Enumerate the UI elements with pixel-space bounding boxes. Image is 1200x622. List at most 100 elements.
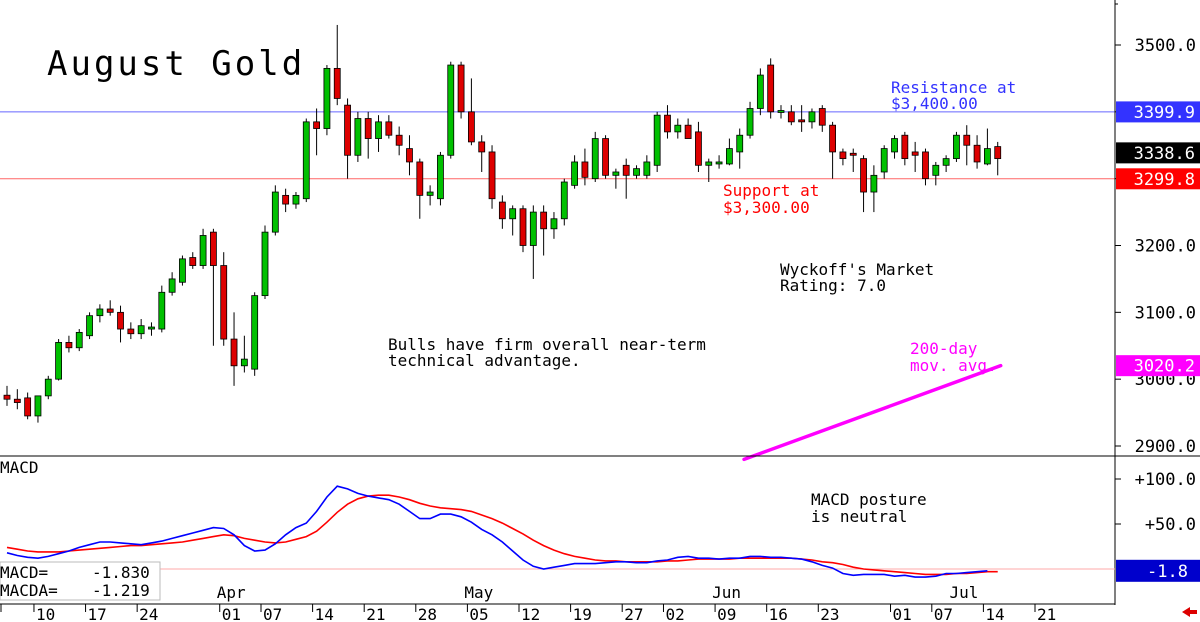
candle bbox=[189, 252, 197, 269]
candle-body bbox=[581, 161, 589, 178]
candle-body bbox=[942, 158, 950, 166]
candle bbox=[808, 108, 816, 129]
candle bbox=[963, 125, 971, 166]
candle-body bbox=[75, 331, 83, 349]
candle bbox=[55, 339, 62, 381]
candle bbox=[437, 151, 444, 206]
candle-body bbox=[767, 64, 775, 113]
moving-average-line bbox=[742, 363, 1003, 462]
candle-body bbox=[633, 168, 640, 176]
candle-body bbox=[488, 151, 496, 200]
x-month-label: Jul bbox=[949, 583, 978, 602]
x-day-label: 14 bbox=[985, 605, 1004, 622]
candle-body bbox=[395, 134, 403, 146]
candle-body bbox=[240, 358, 248, 367]
candle bbox=[106, 300, 114, 316]
candle bbox=[818, 105, 826, 132]
candle-body bbox=[808, 111, 816, 123]
candle-body bbox=[447, 64, 455, 156]
y-tick-label: 3500.0 bbox=[1135, 36, 1196, 56]
x-day-label: 14 bbox=[315, 605, 334, 622]
candle-body bbox=[406, 148, 413, 163]
candle bbox=[633, 165, 640, 179]
x-day-label: 19 bbox=[573, 605, 592, 622]
candle bbox=[344, 98, 351, 179]
candle-body bbox=[818, 108, 826, 126]
candle-body bbox=[364, 118, 372, 139]
candle bbox=[911, 141, 919, 172]
x-day-label: 12 bbox=[521, 605, 540, 622]
support-badge-label: 3299.8 bbox=[1134, 170, 1195, 190]
ma-label-line1: 200-day bbox=[910, 339, 978, 358]
macd-series-macda bbox=[6, 494, 998, 576]
candle bbox=[973, 135, 981, 169]
y-tick-label: 2900.0 bbox=[1135, 437, 1196, 457]
x-day-label: 05 bbox=[469, 605, 488, 622]
x-day-label: 10 bbox=[36, 605, 55, 622]
x-day-label: 21 bbox=[366, 605, 385, 622]
candle bbox=[75, 329, 83, 352]
candle bbox=[313, 108, 321, 156]
candle bbox=[705, 158, 713, 183]
candle-body bbox=[375, 121, 382, 139]
candle-body bbox=[34, 395, 42, 417]
candle bbox=[684, 118, 692, 139]
support-label-line2: $3,300.00 bbox=[723, 198, 810, 217]
candle bbox=[240, 335, 248, 373]
left-arrow-icon[interactable] bbox=[1182, 607, 1197, 617]
candle-body bbox=[550, 218, 558, 230]
candle-body bbox=[137, 325, 145, 335]
x-day-label: 07 bbox=[934, 605, 953, 622]
x-day-label: 09 bbox=[717, 605, 736, 622]
macd-readout-label: MACD= bbox=[0, 563, 48, 582]
candle-body bbox=[829, 124, 836, 153]
candle-body bbox=[209, 231, 217, 266]
macd-series-macd bbox=[6, 485, 988, 578]
candle bbox=[354, 111, 362, 162]
candle-body bbox=[612, 171, 620, 176]
candle bbox=[158, 285, 166, 333]
candle bbox=[581, 148, 589, 186]
candle-body bbox=[96, 308, 104, 317]
candle bbox=[953, 131, 960, 162]
bulls-annotation-line2: technical advantage. bbox=[388, 351, 581, 370]
candle-body bbox=[798, 119, 806, 123]
candle bbox=[261, 225, 269, 299]
candle bbox=[385, 115, 393, 139]
candle-body bbox=[726, 148, 733, 165]
candle-body bbox=[984, 148, 991, 165]
price-panel bbox=[0, 24, 1115, 462]
candle bbox=[726, 138, 733, 166]
candle bbox=[612, 168, 620, 189]
candle bbox=[602, 135, 609, 179]
candle bbox=[179, 255, 186, 286]
candle-body bbox=[251, 295, 259, 370]
resistance-label-line1: Resistance at bbox=[891, 78, 1016, 97]
candle-body bbox=[736, 134, 744, 153]
macd-readout: MACD= -1.830 MACDA= -1.219 bbox=[0, 561, 161, 601]
candle-body bbox=[261, 231, 269, 297]
candle bbox=[426, 185, 434, 206]
resistance-badge: 3399.9 bbox=[1116, 101, 1200, 123]
candle bbox=[13, 389, 21, 410]
candle-body bbox=[86, 315, 93, 337]
y-tick-label: 3100.0 bbox=[1135, 303, 1196, 323]
candle-body bbox=[44, 378, 52, 397]
candle-body bbox=[55, 342, 62, 380]
candle bbox=[849, 148, 857, 172]
candle bbox=[65, 335, 73, 353]
x-day-label: 27 bbox=[624, 605, 643, 622]
candle-body bbox=[437, 154, 444, 200]
candle bbox=[292, 192, 300, 209]
candle bbox=[509, 205, 517, 236]
candle-body bbox=[963, 134, 971, 146]
candle-body bbox=[571, 161, 578, 186]
resistance-badge-label: 3399.9 bbox=[1134, 103, 1195, 123]
candle bbox=[932, 161, 940, 186]
candle bbox=[467, 78, 475, 146]
candle-body bbox=[973, 144, 981, 163]
candle bbox=[560, 178, 568, 226]
moving-average-path bbox=[742, 363, 1003, 462]
x-month-label: May bbox=[464, 583, 493, 602]
candle-body bbox=[880, 148, 888, 173]
